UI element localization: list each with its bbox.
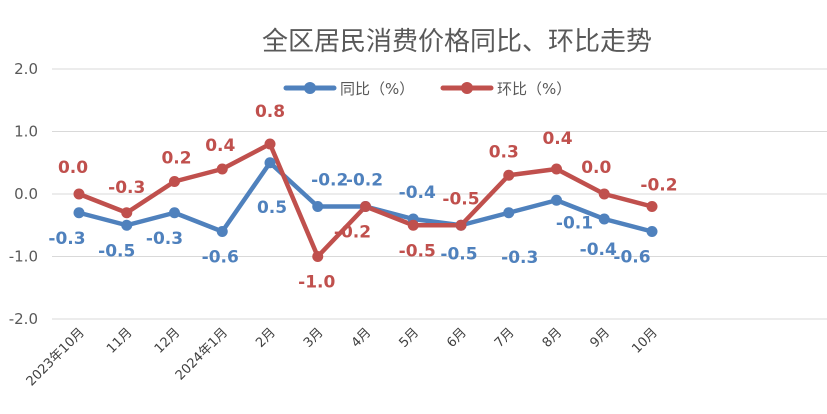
series-0-point [121,219,133,231]
series-0-data-label: -0.3 [146,229,183,249]
series-1-data-label: -0.5 [399,241,436,261]
series-1-data-label: -0.3 [108,178,145,198]
series-0-point [216,226,228,237]
series-0-data-label: -0.6 [613,248,650,268]
series-0-data-label: -0.2 [346,171,383,191]
legend-huanbi-label: 环比（%） [497,80,571,98]
series-0-data-label: -0.3 [501,248,538,268]
series-1-data-label: 0.4 [205,136,235,156]
chart-title: 全区居民消费价格同比、环比走势 [262,27,652,57]
y-tick-label: -1.0 [9,248,38,266]
series-1-data-label: 0.4 [542,129,572,149]
series-0-point [503,207,515,219]
series-0-data-label: 0.5 [257,198,287,218]
x-tick-label: 2023年10月 [24,325,88,389]
x-tick-label: 7月 [492,325,518,351]
series-0-data-label: -0.4 [399,183,436,203]
series-1-data-label: -0.5 [442,189,479,209]
series-0-point [646,226,658,237]
series-1-point [169,176,180,187]
series-0-data-label: -0.5 [98,241,135,261]
series-1-point [216,163,228,175]
x-tick-label: 11月 [104,325,135,356]
series-1-point [312,251,324,262]
series-1-point [73,188,85,200]
y-tick-label: 2.0 [14,60,38,78]
legend-tongbi-marker [304,82,316,94]
series-1-point [455,219,467,231]
y-tick-label: 1.0 [14,123,38,141]
x-tick-label: 4月 [349,325,375,351]
legend: 同比（%） 环比（%） [283,80,571,98]
series-1-data-label: 0.2 [161,149,191,169]
series-group [73,138,658,262]
series-1-point [503,169,515,181]
series-0-data-label: -0.4 [580,240,617,260]
x-tick-label: 2024年1月 [173,325,231,383]
series-1-point [407,219,419,231]
series-1-data-label: 0.0 [581,158,611,178]
series-1-data-label: 0.3 [489,142,519,162]
series-0-point [598,213,610,225]
x-tick-label: 2月 [253,325,279,351]
series-0-point [169,207,180,219]
series-1-data-label: -1.0 [298,273,335,293]
series-0-point [312,201,324,212]
legend-huanbi-marker [461,82,473,94]
series-0-data-label: -0.6 [202,248,239,268]
legend-tongbi-label: 同比（%） [340,80,414,98]
x-tick-label: 3月 [301,325,327,351]
series-1-data-label: -0.2 [640,176,677,196]
y-axis: -2.0 -1.0 0.0 1.0 2.0 [9,60,38,328]
series-1-data-label: -0.2 [334,223,371,243]
series-1-point [646,201,658,212]
series-0-data-label: -0.5 [440,244,477,264]
series-1-point [551,163,562,175]
x-tick-label: 10月 [629,325,660,356]
series-1-point [121,207,133,219]
series-1-point [598,188,610,200]
data-labels: -0.3-0.5-0.3-0.60.5-0.2-0.2-0.4-0.5 -0.3-… [48,102,677,293]
x-tick-label: 8月 [540,325,566,351]
x-tick-label: 5月 [396,325,422,351]
y-tick-label: 0.0 [14,185,38,203]
series-0-point [551,194,562,206]
series-0-data-label: -0.1 [556,213,593,233]
series-1-data-label: 0.0 [58,158,88,178]
series-0-point [73,207,85,219]
series-0-data-label: -0.3 [48,229,85,249]
series-1-point [360,201,371,212]
series-1-data-label: 0.8 [255,102,285,122]
series-0-data-label: -0.2 [311,171,348,191]
x-tick-label: 9月 [587,325,613,351]
series-0-point [264,157,276,169]
x-tick-label: 12月 [152,325,183,356]
series-1-point [264,138,276,150]
y-tick-label: -2.0 [9,310,38,328]
x-tick-label: 6月 [444,325,470,351]
gridlines [52,68,827,320]
